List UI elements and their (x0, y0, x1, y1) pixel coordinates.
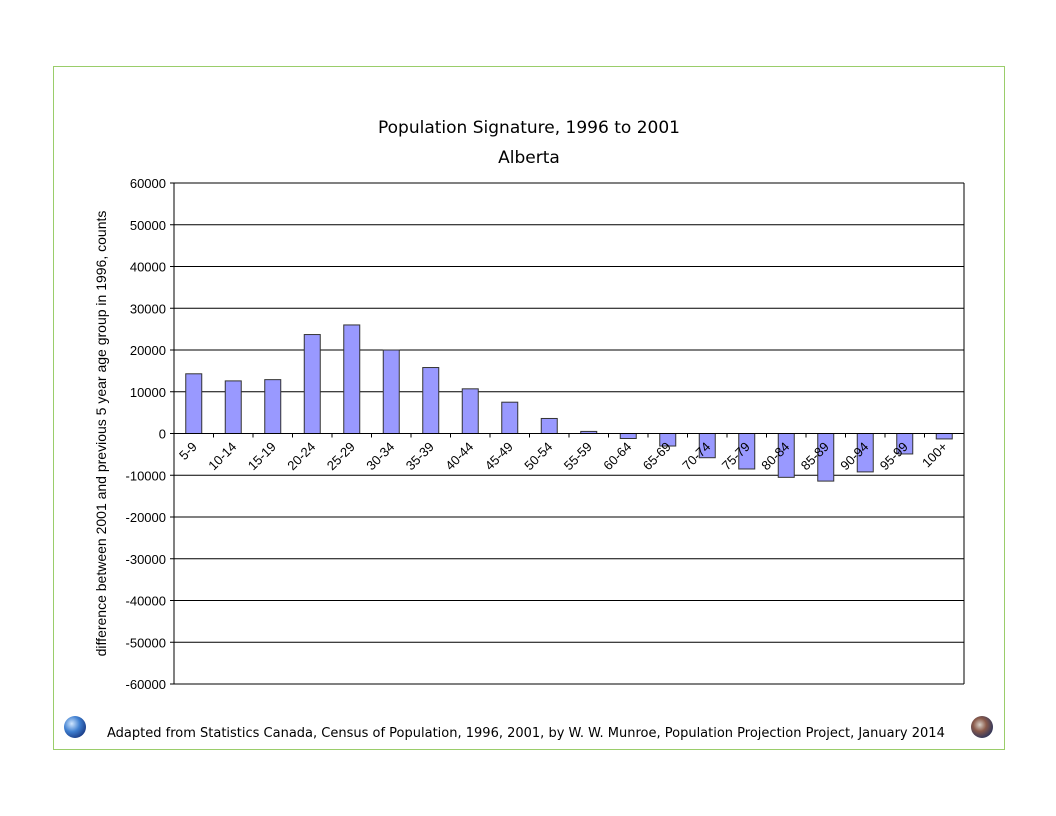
y-tick-label: -60000 (126, 677, 166, 692)
y-tick-label: -40000 (126, 594, 166, 609)
y-tick-label: 50000 (130, 218, 166, 233)
x-tick-label: 35-39 (403, 439, 437, 473)
bar (540, 417, 558, 435)
y-tick-label: 40000 (130, 260, 166, 275)
y-tick-label: -20000 (126, 510, 166, 525)
bar (185, 373, 203, 434)
bar (422, 367, 440, 434)
y-tick-label: -10000 (126, 468, 166, 483)
y-tick-label: 60000 (130, 176, 166, 191)
earth-icon (971, 716, 993, 738)
globe-icon (64, 716, 86, 738)
x-tick-label: 45-49 (482, 439, 516, 473)
bar (619, 433, 637, 440)
footer-source: Adapted from Statistics Canada, Census o… (107, 726, 945, 741)
chart-title: Population Signature, 1996 to 2001 (378, 118, 680, 138)
x-tick-label: 20-24 (284, 439, 318, 473)
bar (224, 380, 242, 434)
x-tick-label: 50-54 (521, 439, 555, 473)
bar (303, 334, 321, 434)
x-tick-label: 60-64 (600, 439, 634, 473)
x-tick-label: 15-19 (245, 439, 279, 473)
y-tick-label: 10000 (130, 385, 166, 400)
chart-subtitle: Alberta (498, 148, 560, 168)
bar (501, 401, 519, 434)
x-tick-label: 5-9 (176, 439, 200, 463)
bar (461, 388, 479, 435)
y-tick-label: -50000 (126, 635, 166, 650)
bar (264, 379, 282, 434)
y-tick-label: 0 (159, 427, 166, 442)
y-axis-label: difference between 2001 and previous 5 y… (93, 211, 109, 657)
chart-frame (53, 66, 1005, 750)
y-tick-label: 30000 (130, 301, 166, 316)
x-tick-label: 30-34 (363, 439, 397, 473)
y-tick-label: -30000 (126, 552, 166, 567)
y-tick-label: 20000 (130, 343, 166, 358)
bar (935, 433, 953, 440)
x-tick-label: 55-59 (561, 439, 595, 473)
bar (343, 324, 361, 435)
x-tick-label: 100+ (919, 439, 950, 470)
x-tick-label: 10-14 (205, 439, 239, 473)
x-tick-label: 40-44 (442, 439, 476, 473)
x-tick-label: 25-29 (324, 439, 358, 473)
bar (382, 349, 400, 434)
